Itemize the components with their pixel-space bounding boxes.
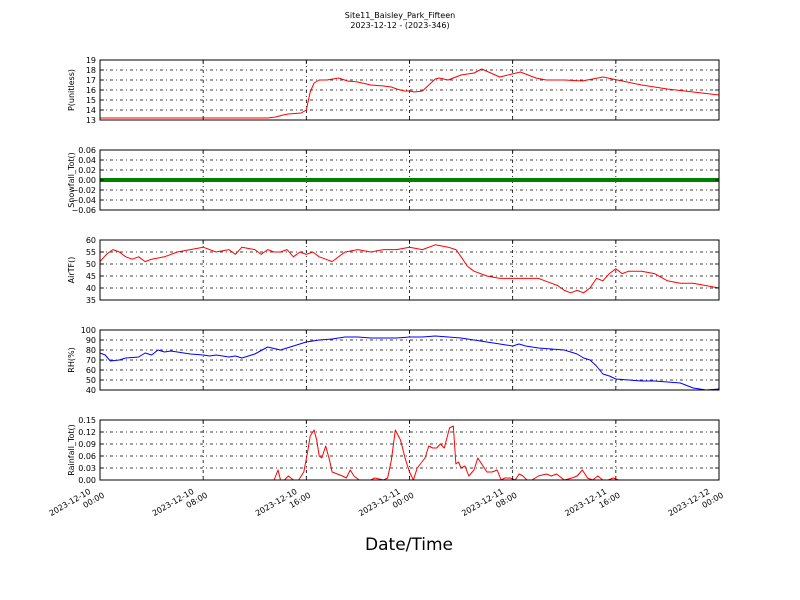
y-tick-label: 16 <box>86 86 96 95</box>
y-tick-label: 0.00 <box>78 176 96 185</box>
y-tick-label: 70 <box>86 356 96 365</box>
y-tick-label: 55 <box>86 248 96 257</box>
x-tick-label: 2023-12-1008:00 <box>151 482 209 527</box>
y-axis-label: AirTF() <box>67 257 76 284</box>
y-tick-label: 0.06 <box>78 452 96 461</box>
y-axis-label: P(unitless) <box>67 69 76 111</box>
y-tick-label: 0.04 <box>78 156 96 165</box>
y-axis-label: Snowfall_Tot() <box>67 152 76 208</box>
y-tick-label: 60 <box>86 236 96 245</box>
y-tick-label: 0.03 <box>78 464 96 473</box>
y-tick-label: 0.09 <box>78 440 96 449</box>
series-line <box>100 68 720 119</box>
y-tick-label: 0.15 <box>78 416 96 425</box>
chart-title: Site11_Baisley_Park_Fifteen <box>345 11 455 20</box>
y-tick-label: 60 <box>86 366 96 375</box>
y-tick-label: 50 <box>86 376 96 385</box>
x-tick-label: 2023-12-1016:00 <box>254 482 312 527</box>
x-tick-label: 2023-12-1000:00 <box>48 482 106 527</box>
series-line <box>100 425 719 481</box>
y-tick-label: −0.06 <box>71 206 96 215</box>
y-axis-label: RH(%) <box>67 347 76 372</box>
y-tick-label: 40 <box>86 284 96 293</box>
y-axis-label: Rainfall_Tot() <box>67 424 76 476</box>
series-line <box>99 244 720 294</box>
y-tick-label: 0.06 <box>78 146 96 155</box>
y-tick-label: 15 <box>86 96 96 105</box>
x-tick-label: 2023-12-1200:00 <box>667 482 725 527</box>
x-tick-label: 2023-12-1116:00 <box>563 482 621 527</box>
series-line <box>99 335 720 391</box>
x-tick-label: 2023-12-1100:00 <box>357 482 415 527</box>
y-tick-label: 100 <box>81 326 96 335</box>
airtf-panel: 35 40 45 50 55 60 AirTF() <box>67 236 720 305</box>
y-tick-label: 0.00 <box>78 476 96 485</box>
y-tick-label: 40 <box>86 386 96 395</box>
y-tick-label: 80 <box>86 346 96 355</box>
y-tick-label: −0.02 <box>71 186 96 195</box>
y-tick-label: 19 <box>86 56 96 65</box>
y-tick-label: 17 <box>86 76 96 85</box>
snowfall-panel: −0.06−0.04−0.020.000.020.040.06Snowfall_… <box>67 146 720 215</box>
x-tick-label: 2023-12-1108:00 <box>460 482 518 527</box>
y-tick-label: 35 <box>86 296 96 305</box>
x-tick-labels: 2023-12-1000:00 2023-12-1008:00 2023-12-10… <box>48 482 725 527</box>
y-tick-label: 0.12 <box>78 428 96 437</box>
y-tick-label: 13 <box>86 116 96 125</box>
y-tick-label: 0.02 <box>78 166 96 175</box>
y-tick-label: 18 <box>86 66 96 75</box>
y-tick-label: 90 <box>86 336 96 345</box>
chart-subtitle: 2023-12-12 - (2023-346) <box>350 21 449 30</box>
y-tick-label: −0.04 <box>71 196 96 205</box>
y-tick-label: 14 <box>86 106 96 115</box>
y-tick-label: 50 <box>86 260 96 269</box>
y-tick-label: 45 <box>86 272 96 281</box>
x-axis-label: Date/Time <box>365 535 453 555</box>
